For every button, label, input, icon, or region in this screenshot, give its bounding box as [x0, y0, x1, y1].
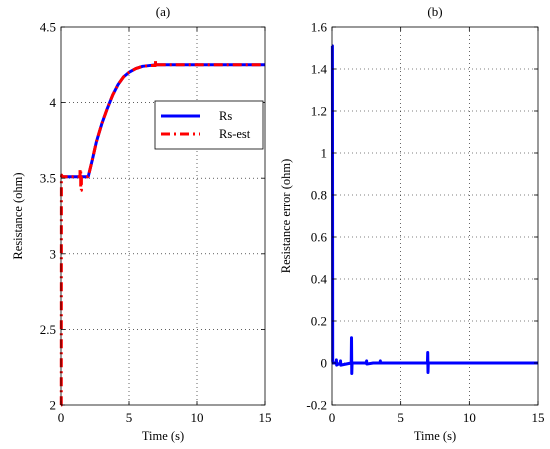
y-tick-label: 0.6	[311, 230, 328, 245]
panel-b-ylabel: Resistance error (ohm)	[279, 159, 293, 274]
panel-b-plot-area	[332, 27, 538, 405]
panel-b-title: (b)	[427, 4, 442, 19]
panel-b-ticks: 0 5 10 15-0.200.20.40.60.811.21.41.6	[306, 20, 544, 426]
y-tick-label: 1.2	[311, 104, 327, 119]
panel-a-plot-area	[61, 27, 265, 405]
panel-a: (a) 0 5 10 15 2 2.5 3 3.5 4 4.5 Time (s) Resistan…	[11, 4, 272, 443]
panel-b-lines	[330, 44, 538, 375]
panel-a-axes-frame	[60, 26, 266, 406]
y-tick-label: 4	[50, 95, 57, 110]
panel-b-axes-frame	[331, 26, 539, 406]
x-tick-label: 15	[532, 410, 545, 425]
legend-label-rs: Rs	[219, 109, 232, 123]
y-tick-label: 0.2	[311, 314, 327, 329]
legend-label-rs-est: Rs-est	[219, 127, 251, 141]
panel-a-ylabel: Resistance (ohm)	[11, 172, 25, 259]
legend-box	[154, 100, 264, 150]
y-tick-label: 0.4	[311, 272, 328, 287]
y-tick-label: 3.5	[40, 171, 56, 186]
y-tick-label: 1.4	[311, 62, 328, 77]
y-tick-label: 0	[321, 356, 328, 371]
x-tick-label: 0	[329, 410, 336, 425]
y-tick-label: 1	[321, 146, 328, 161]
panel-a-xlabel: Time (s)	[142, 429, 184, 443]
x-tick-label: 10	[191, 410, 204, 425]
series-line-rs-est	[59, 59, 265, 407]
y-tick-label: 2.5	[40, 322, 56, 337]
panel-b: (b) 0 5 10 15-0.200.20.40.60.811.21.41.6 Ti…	[279, 4, 545, 443]
series-line-error	[330, 44, 538, 375]
x-tick-label: 15	[259, 410, 272, 425]
y-tick-label: 2	[50, 398, 57, 413]
y-tick-label: 3	[50, 246, 57, 261]
y-tick-label: 1.6	[311, 20, 328, 35]
panel-b-xlabel: Time (s)	[414, 429, 456, 443]
panel-a-ticks: 0 5 10 15 2 2.5 3 3.5 4 4.5	[40, 20, 272, 426]
panel-a-lines	[59, 59, 265, 407]
panel-a-title: (a)	[156, 4, 170, 19]
x-tick-label: 0	[58, 410, 65, 425]
y-tick-label: -0.2	[306, 398, 327, 413]
x-tick-label: 5	[126, 410, 133, 425]
legend: Rs Rs-est	[154, 100, 264, 150]
x-tick-label: 10	[463, 410, 476, 425]
y-tick-label: 4.5	[40, 20, 56, 35]
x-tick-label: 5	[397, 410, 404, 425]
y-tick-label: 0.8	[311, 188, 327, 203]
